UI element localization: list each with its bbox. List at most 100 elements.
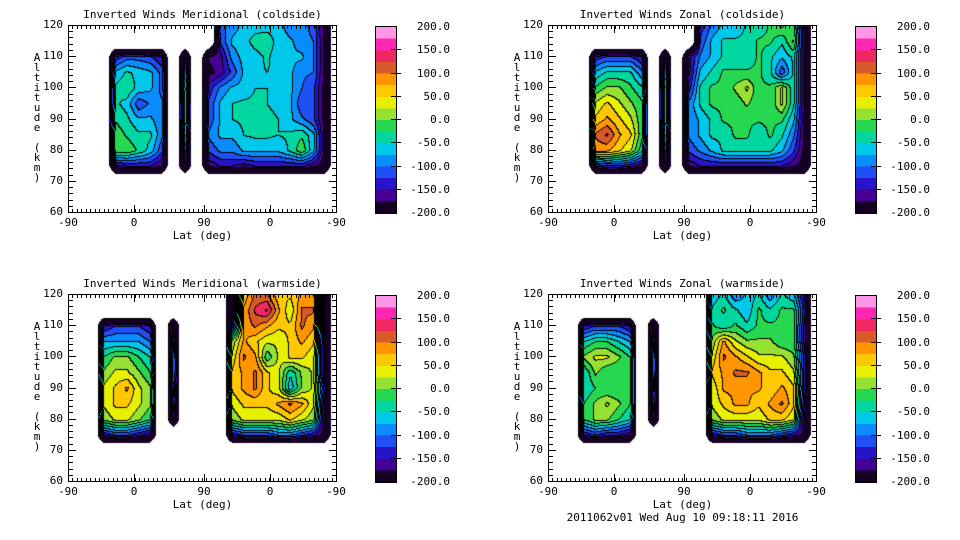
x-axis-minor-tick (646, 209, 647, 212)
colorbar-label: -100.0 (410, 429, 450, 442)
x-axis-minor-tick (700, 209, 701, 212)
x-axis-minor-tick (148, 478, 149, 481)
x-tick-label: 90 (677, 485, 691, 498)
x-axis-minor-tick (215, 209, 216, 212)
colorbar-label: 100.0 (416, 67, 450, 80)
y-axis-tick (332, 131, 336, 132)
x-axis-minor-tick (104, 295, 105, 298)
x-axis-minor-tick (637, 26, 638, 29)
y-axis-tick (812, 37, 816, 38)
y-axis-tick (812, 394, 816, 395)
y-axis-tick (69, 69, 73, 70)
x-axis-minor-tick (570, 478, 571, 481)
x-axis-tick (614, 474, 615, 481)
x-axis-minor-tick (762, 295, 763, 298)
colorbar-label: 50.0 (423, 359, 451, 372)
y-axis-tick (812, 193, 816, 194)
x-axis-minor-tick (323, 478, 324, 481)
y-axis-tick (549, 193, 553, 194)
y-axis-tick (812, 469, 816, 470)
x-axis-minor-tick (593, 478, 594, 481)
x-axis-minor-tick (162, 209, 163, 212)
y-axis-tick (332, 50, 336, 51)
x-axis-minor-tick (242, 26, 243, 29)
y-axis-tick (69, 412, 73, 413)
x-axis-minor-tick (90, 26, 91, 29)
colorbar-label: 200.0 (896, 289, 930, 302)
x-axis-minor-tick (157, 209, 158, 212)
y-axis-tick (549, 25, 556, 26)
x-axis-minor-tick (233, 478, 234, 481)
y-axis-tick (69, 37, 73, 38)
panel-title-zonal-warmside: Inverted Winds Zonal (warmside) (579, 277, 786, 290)
x-axis-minor-tick (251, 478, 252, 481)
colorbar-label: 0.0 (430, 113, 450, 126)
x-axis-minor-tick (206, 209, 207, 212)
y-axis-tick (549, 388, 556, 389)
x-axis-minor-tick (247, 295, 248, 298)
y-axis-tick (332, 406, 336, 407)
y-axis-tick (549, 338, 553, 339)
x-axis-minor-tick (117, 478, 118, 481)
y-axis-tick (812, 187, 816, 188)
x-axis-minor-tick (265, 478, 266, 481)
x-tick-label: -90 (538, 216, 558, 229)
y-axis-tick (69, 56, 76, 57)
y-tick-label: 100 (523, 80, 543, 93)
x-axis-minor-tick (206, 295, 207, 298)
x-axis-minor-tick (579, 26, 580, 29)
y-axis-tick (549, 456, 553, 457)
x-axis-minor-tick (557, 209, 558, 212)
x-axis-minor-tick (139, 478, 140, 481)
x-axis-minor-tick (144, 26, 145, 29)
x-axis-minor-tick (646, 26, 647, 29)
x-axis-minor-tick (633, 478, 634, 481)
x-axis-tick (684, 295, 685, 302)
plot-frame-meridional-warmside (68, 294, 337, 482)
x-axis-minor-tick (619, 478, 620, 481)
x-axis-minor-tick (731, 295, 732, 298)
x-axis-minor-tick (108, 26, 109, 29)
x-axis-minor-tick (318, 209, 319, 212)
x-axis-minor-tick (309, 478, 310, 481)
x-axis-minor-tick (287, 209, 288, 212)
y-axis-tick (549, 187, 553, 188)
x-axis-minor-tick (780, 26, 781, 29)
x-axis-minor-tick (273, 295, 274, 298)
x-axis-minor-tick (86, 478, 87, 481)
x-axis-minor-tick (77, 26, 78, 29)
y-axis-tick (549, 350, 553, 351)
y-axis-tick (809, 419, 816, 420)
x-axis-minor-tick (637, 295, 638, 298)
y-axis-tick (69, 425, 73, 426)
x-axis-tick (68, 26, 69, 33)
x-axis-minor-tick (566, 295, 567, 298)
x-axis-minor-tick (700, 478, 701, 481)
x-axis-minor-tick (247, 478, 248, 481)
x-axis-minor-tick (749, 209, 750, 212)
y-axis-tick (332, 125, 336, 126)
x-axis-minor-tick (758, 478, 759, 481)
y-axis-tick (549, 400, 553, 401)
x-axis-label: Lat (deg) (652, 498, 713, 511)
y-axis-tick (69, 187, 73, 188)
x-axis-minor-tick (95, 209, 96, 212)
y-axis-tick (549, 181, 556, 182)
x-axis-minor-tick (771, 209, 772, 212)
colorbar-tick (391, 142, 401, 143)
y-axis-tick (809, 356, 816, 357)
x-axis-minor-tick (660, 209, 661, 212)
x-axis-minor-tick (695, 478, 696, 481)
y-axis-tick (549, 419, 556, 420)
x-axis-minor-tick (305, 209, 306, 212)
colorbar-zonal-warmside (855, 295, 877, 483)
x-axis-minor-tick (771, 295, 772, 298)
x-axis-minor-tick (731, 26, 732, 29)
x-axis-minor-tick (282, 478, 283, 481)
x-axis-minor-tick (144, 295, 145, 298)
y-axis-tick (809, 481, 816, 482)
x-axis-minor-tick (660, 26, 661, 29)
x-axis-minor-tick (731, 478, 732, 481)
x-axis-minor-tick (251, 209, 252, 212)
colorbar-tick (391, 458, 401, 459)
